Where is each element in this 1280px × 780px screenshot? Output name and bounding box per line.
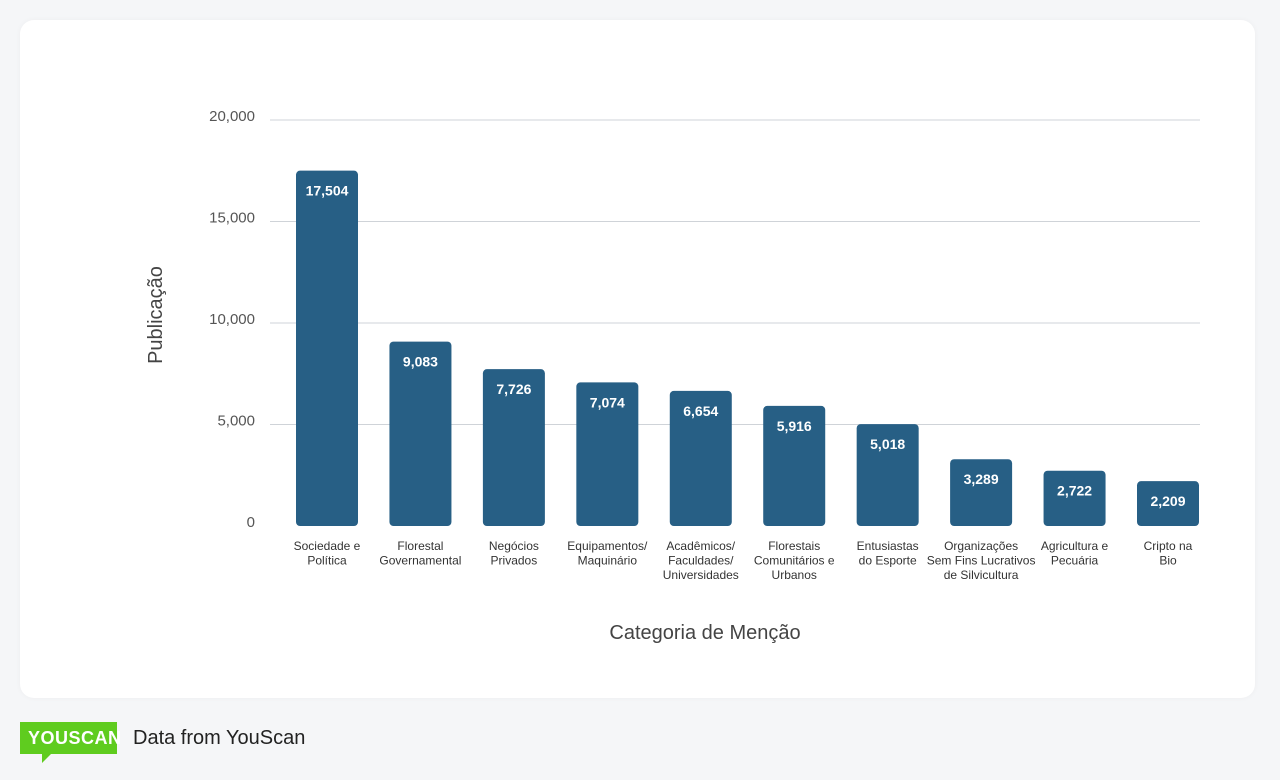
- bar: [1137, 481, 1199, 526]
- bar: [1043, 470, 1106, 526]
- data-label: 17,504: [306, 183, 349, 199]
- bar: [296, 170, 358, 526]
- data-label: 2,209: [1150, 493, 1185, 509]
- x-tick-label: Sociedade e Política: [294, 539, 361, 568]
- bar: [950, 459, 1013, 526]
- logo-tail: [42, 753, 52, 763]
- y-tick-label: 20,000: [209, 108, 255, 125]
- data-label: 7,074: [590, 394, 625, 410]
- logo-text: YOUSCAN: [28, 728, 122, 748]
- x-axis-title: Categoria de Menção: [609, 622, 800, 644]
- x-tick-label: Cripto na Bio: [1144, 539, 1193, 568]
- bar: [856, 424, 919, 526]
- x-tick-label: Florestais Comunitários e Urbanos: [754, 539, 835, 582]
- y-tick-label: 5,000: [217, 413, 255, 430]
- x-tick-label: Negócios Privados: [489, 539, 539, 568]
- data-label: 5,916: [777, 418, 812, 434]
- footer: YOUSCAN Data from YouScan: [20, 718, 306, 763]
- bar: [669, 390, 732, 526]
- x-tick-label: Acadêmicos/Faculdades/Universidades: [663, 539, 739, 582]
- youscan-logo: YOUSCAN: [20, 722, 121, 763]
- x-tick-label: Agricultura e Pecuária: [1041, 539, 1109, 568]
- x-tick-label: Florestal Governamental: [379, 539, 461, 568]
- labels: 0 5,000 10,000 15,000 20,000 17,504 Sociedade …: [209, 108, 1193, 582]
- bar: [482, 369, 545, 526]
- bar: [389, 341, 452, 526]
- x-tick-label: Organizações Sem Fins Lucrativos de Silvic…: [927, 539, 1036, 582]
- data-label: 6,654: [683, 403, 718, 419]
- data-label: 9,083: [403, 354, 438, 370]
- data-label: 7,726: [496, 381, 531, 397]
- y-axis-title: Publicação: [145, 266, 167, 364]
- data-label: 2,722: [1057, 483, 1092, 499]
- x-tick-label: Entusiastas do Esporte: [857, 539, 919, 568]
- y-tick-label: 10,000: [209, 311, 255, 328]
- y-tick-label: 0: [247, 514, 255, 531]
- bar: [576, 382, 639, 526]
- x-tick-label: Equipamentos/Maquinário: [567, 539, 648, 568]
- chart-card: [20, 20, 1255, 698]
- bars: [296, 170, 1199, 526]
- data-label: 3,289: [964, 471, 999, 487]
- y-tick-label: 15,000: [209, 210, 255, 227]
- bar: [763, 405, 826, 526]
- data-label: 5,018: [870, 436, 905, 452]
- source-text: Data from YouScan: [133, 726, 306, 749]
